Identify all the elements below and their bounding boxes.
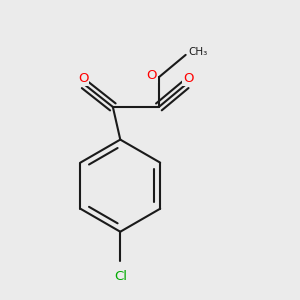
Text: O: O — [183, 72, 194, 85]
Text: Cl: Cl — [114, 270, 127, 284]
Text: O: O — [78, 72, 88, 85]
Text: O: O — [146, 69, 157, 82]
Text: CH₃: CH₃ — [188, 47, 207, 57]
